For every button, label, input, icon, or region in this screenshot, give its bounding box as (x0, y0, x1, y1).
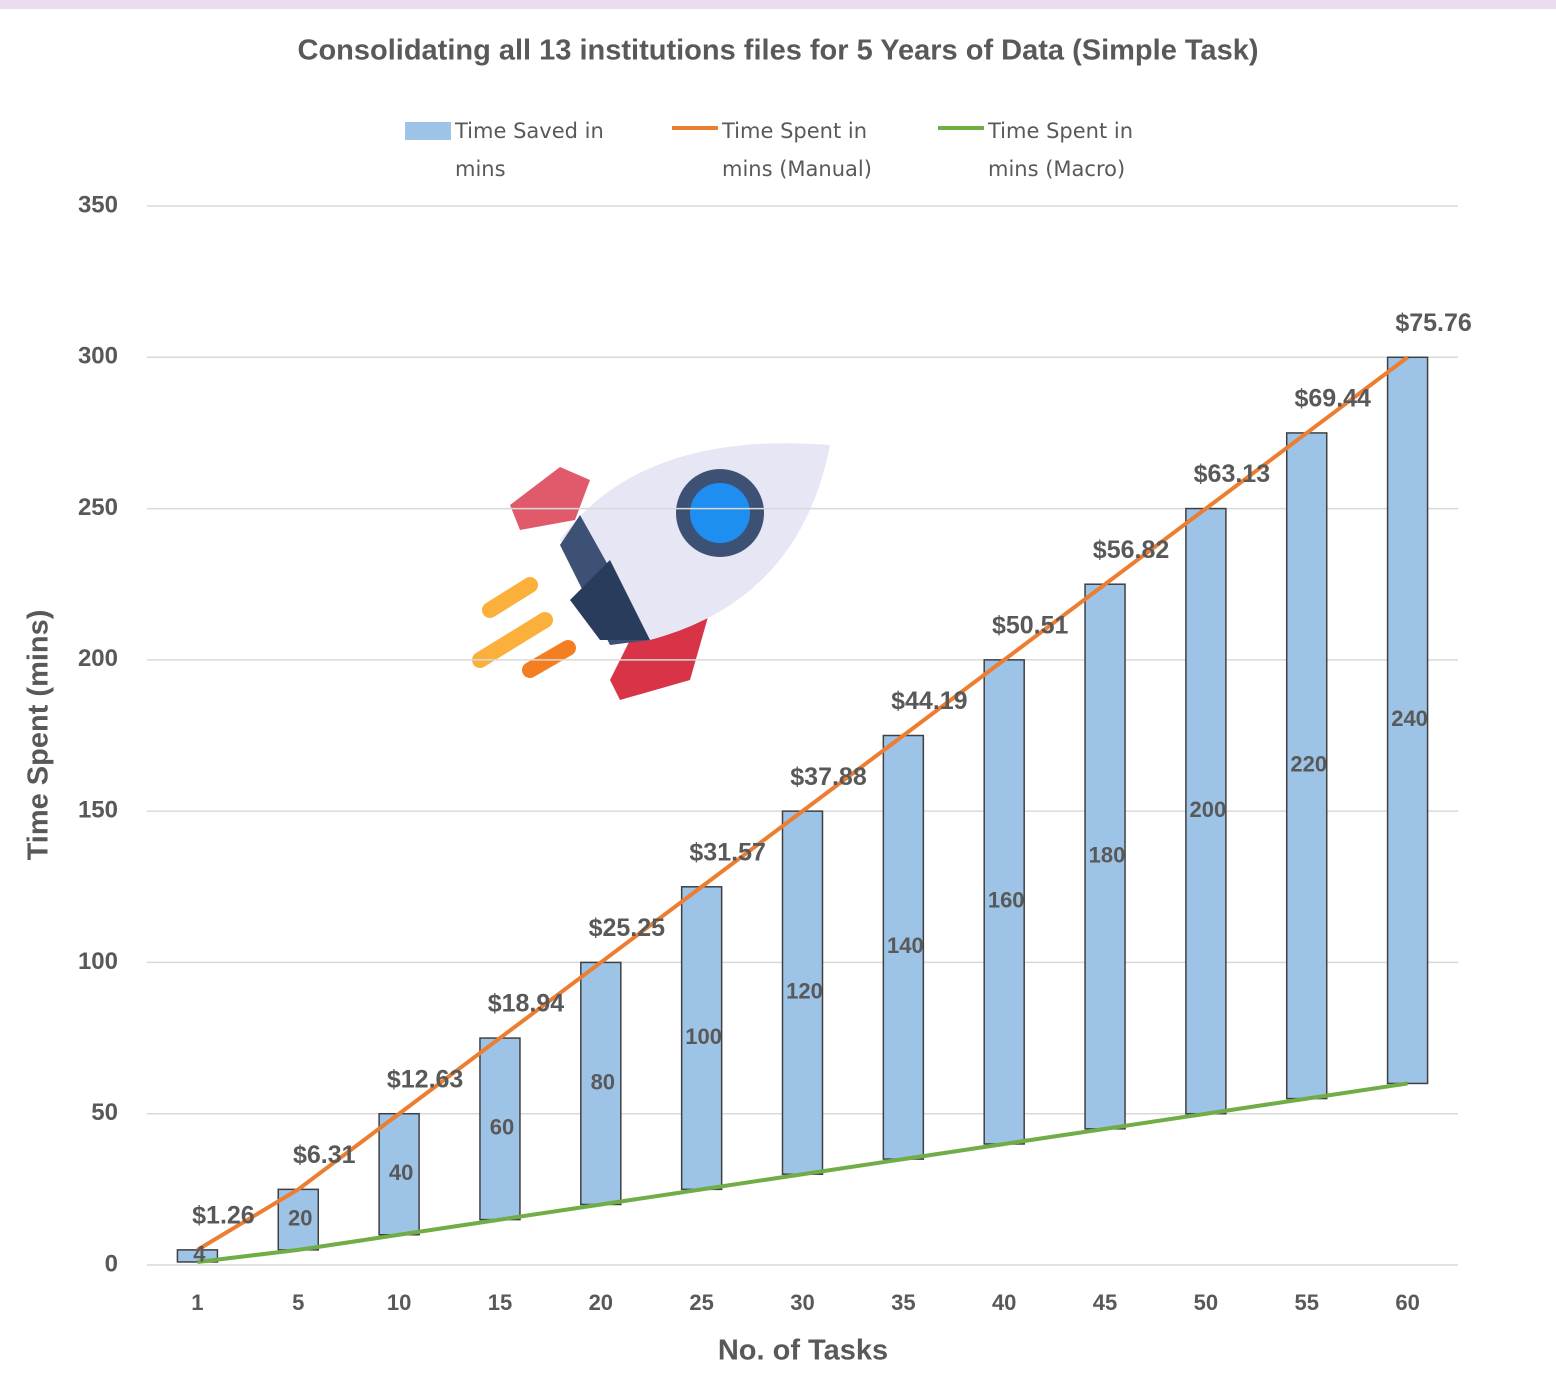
cost-label: $75.76 (1395, 309, 1471, 337)
x-tick-label: 55 (1294, 1290, 1318, 1315)
bar-label: 20 (288, 1205, 312, 1230)
y-tick-label: 100 (78, 948, 118, 975)
x-tick-label: 15 (488, 1290, 512, 1315)
legend-item: Time Spent in mins (Macro) (938, 112, 1178, 188)
bar-label: 40 (389, 1160, 413, 1185)
page: Consolidating all 13 institutions files … (0, 0, 1556, 1394)
bar-label: 140 (887, 933, 924, 958)
cost-label: $56.82 (1093, 536, 1169, 564)
y-tick-label: 300 (78, 343, 118, 370)
cost-label: $44.19 (891, 687, 967, 715)
y-tick-label: 350 (78, 191, 118, 218)
top-strip (0, 0, 1556, 9)
legend-item: Time Spent in mins (Manual) (672, 112, 912, 188)
legend-swatch (405, 122, 451, 140)
legend-swatch (938, 126, 984, 130)
cost-label: $12.63 (387, 1065, 463, 1093)
legend-swatch (672, 126, 718, 130)
cost-label: $50.51 (992, 611, 1069, 639)
bar-label: 100 (685, 1024, 722, 1049)
cost-label: $6.31 (293, 1141, 356, 1169)
bar-label: 240 (1391, 706, 1428, 731)
bar-label: 4 (193, 1242, 206, 1267)
bar-label: 200 (1190, 797, 1227, 822)
x-tick-label: 45 (1093, 1290, 1117, 1315)
legend-label: Time Spent in mins (Macro) (988, 112, 1178, 188)
y-tick-label: 0 (105, 1250, 118, 1277)
legend-label: Time Spent in mins (Manual) (722, 112, 912, 188)
bar-label: 60 (490, 1115, 514, 1140)
cost-label: $1.26 (192, 1201, 255, 1229)
y-tick-label: 200 (78, 645, 118, 672)
chart: Consolidating all 13 institutions files … (0, 0, 1556, 1394)
y-axis-title: Time Spent (mins) (23, 610, 55, 861)
bar-label: 220 (1290, 752, 1327, 777)
bar-label: 80 (591, 1069, 615, 1094)
x-tick-label: 1 (191, 1290, 203, 1315)
x-axis-title: No. of Tasks (718, 1335, 888, 1367)
x-tick-label: 60 (1395, 1290, 1419, 1315)
x-tick-label: 20 (589, 1290, 613, 1315)
bar-label: 180 (1089, 842, 1126, 867)
x-tick-label: 35 (891, 1290, 915, 1315)
x-tick-label: 40 (992, 1290, 1016, 1315)
cost-label: $25.25 (589, 914, 666, 942)
bar-label: 120 (786, 978, 823, 1003)
cost-label: $37.88 (790, 763, 867, 791)
cost-label: $63.13 (1194, 460, 1270, 488)
x-tick-label: 25 (689, 1290, 713, 1315)
y-tick-label: 250 (78, 494, 118, 521)
y-tick-label: 50 (91, 1099, 118, 1126)
x-tick-label: 50 (1194, 1290, 1218, 1315)
x-tick-label: 5 (292, 1290, 304, 1315)
x-tick-label: 30 (790, 1290, 814, 1315)
chart-title: Consolidating all 13 institutions files … (298, 35, 1259, 67)
legend-label: Time Saved in mins (455, 112, 645, 188)
rocket-icon (480, 443, 830, 700)
x-tick-label: 10 (387, 1290, 411, 1315)
cost-label: $31.57 (689, 838, 765, 866)
bar-label: 160 (988, 888, 1025, 913)
cost-label: $69.44 (1294, 385, 1371, 413)
legend-item: Time Saved in mins (405, 112, 645, 188)
cost-label: $18.94 (488, 990, 565, 1018)
y-tick-label: 150 (78, 796, 118, 823)
